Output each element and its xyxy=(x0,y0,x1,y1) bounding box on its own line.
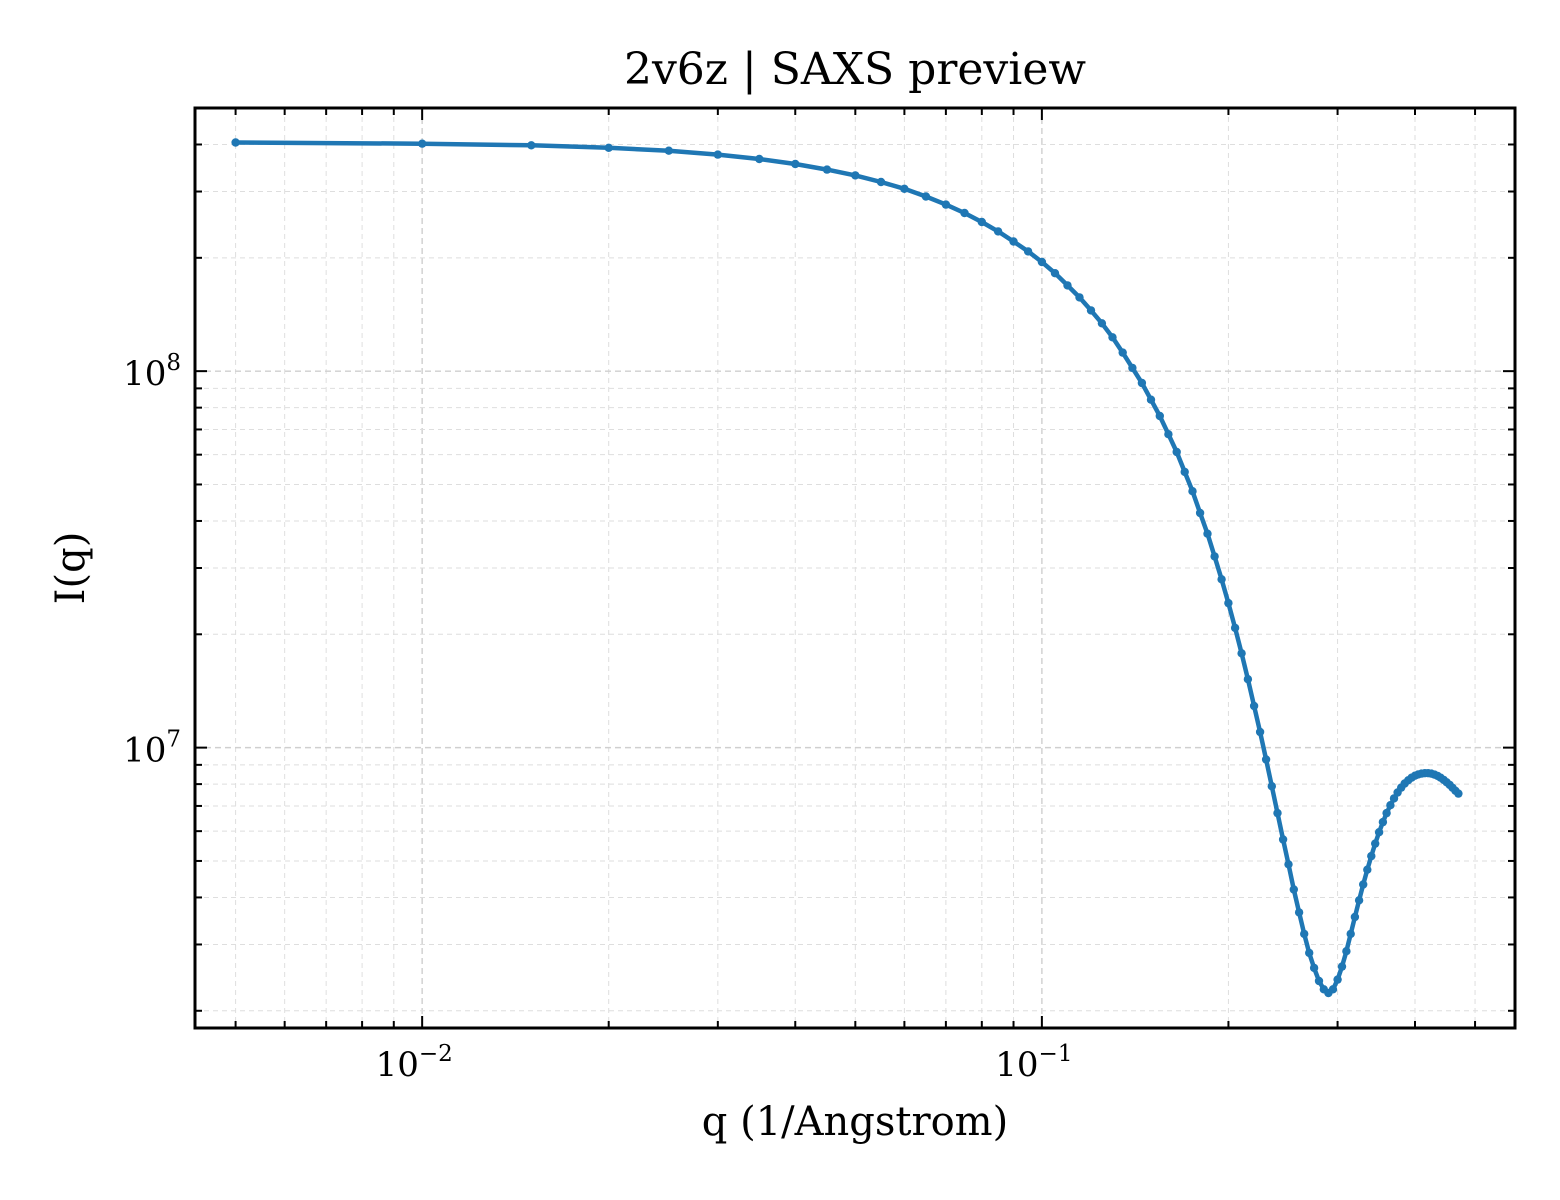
data-point xyxy=(1350,912,1360,922)
data-point xyxy=(921,192,931,201)
data-point xyxy=(1261,755,1271,764)
data-point xyxy=(664,146,673,155)
series xyxy=(231,138,1463,998)
data-point xyxy=(755,154,764,164)
data-point xyxy=(900,184,909,193)
x-axis-label: q (1/Angstrom) xyxy=(702,1099,1008,1145)
data-point xyxy=(1230,623,1240,633)
data-point xyxy=(1273,808,1282,818)
data-point xyxy=(1063,281,1072,290)
data-point xyxy=(1224,598,1233,608)
data-point xyxy=(527,141,536,150)
data-point xyxy=(1243,675,1253,684)
data-point xyxy=(1210,552,1219,561)
data-point xyxy=(1255,727,1265,737)
data-point xyxy=(1195,508,1205,518)
data-point xyxy=(1075,293,1084,302)
data-point xyxy=(1378,817,1388,827)
data-point xyxy=(941,200,951,209)
data-point xyxy=(1367,851,1376,861)
chart-title: 2v6z | SAXS preview xyxy=(624,44,1086,95)
data-point xyxy=(231,138,240,147)
data-point xyxy=(1328,985,1338,994)
data-point xyxy=(1359,880,1368,889)
data-point xyxy=(876,177,886,187)
data-point xyxy=(1342,947,1351,956)
data-point xyxy=(1267,782,1277,791)
data-point xyxy=(1155,411,1165,421)
data-point xyxy=(1097,319,1107,328)
data-point xyxy=(1305,948,1314,958)
data-point xyxy=(1118,348,1127,357)
data-point xyxy=(1164,430,1173,439)
data-point xyxy=(1128,363,1137,373)
data-point xyxy=(1023,247,1033,256)
data-point xyxy=(1108,333,1117,342)
data-point xyxy=(1037,257,1047,267)
data-point xyxy=(1249,701,1259,711)
data-point xyxy=(1386,801,1395,810)
data-point xyxy=(851,171,860,180)
data-point xyxy=(1354,896,1364,905)
data-point xyxy=(993,227,1003,236)
data-point xyxy=(1146,395,1156,404)
data-point xyxy=(418,139,427,148)
data-point xyxy=(1284,860,1293,869)
data-point xyxy=(1300,929,1309,939)
data-point xyxy=(713,150,722,159)
data-point xyxy=(1188,487,1197,496)
data-point xyxy=(1237,649,1246,658)
data-point xyxy=(791,159,800,169)
data-point xyxy=(1371,839,1380,848)
data-point xyxy=(1346,929,1355,939)
data-point xyxy=(1289,885,1299,894)
data-point xyxy=(1454,789,1463,798)
data-point xyxy=(1086,306,1096,315)
data-point xyxy=(1217,575,1226,584)
data-point xyxy=(960,208,969,218)
data-point xyxy=(1050,269,1060,278)
data-point xyxy=(1278,835,1288,844)
data-point xyxy=(1180,467,1189,477)
y-axis-label: I(q) xyxy=(48,532,94,605)
data-point xyxy=(977,217,986,227)
data-point xyxy=(1009,237,1018,246)
data-point xyxy=(604,143,613,152)
data-point xyxy=(1374,828,1384,837)
data-point xyxy=(1172,447,1181,457)
data-point xyxy=(1137,378,1147,388)
data-point xyxy=(1363,865,1372,874)
data-point xyxy=(822,165,832,174)
data-point xyxy=(1314,976,1324,986)
data-point xyxy=(1337,962,1347,971)
data-point xyxy=(1294,908,1304,917)
data-point xyxy=(1333,975,1342,984)
data-point xyxy=(1382,808,1391,818)
data-point xyxy=(1203,529,1212,538)
data-point xyxy=(1309,963,1319,973)
